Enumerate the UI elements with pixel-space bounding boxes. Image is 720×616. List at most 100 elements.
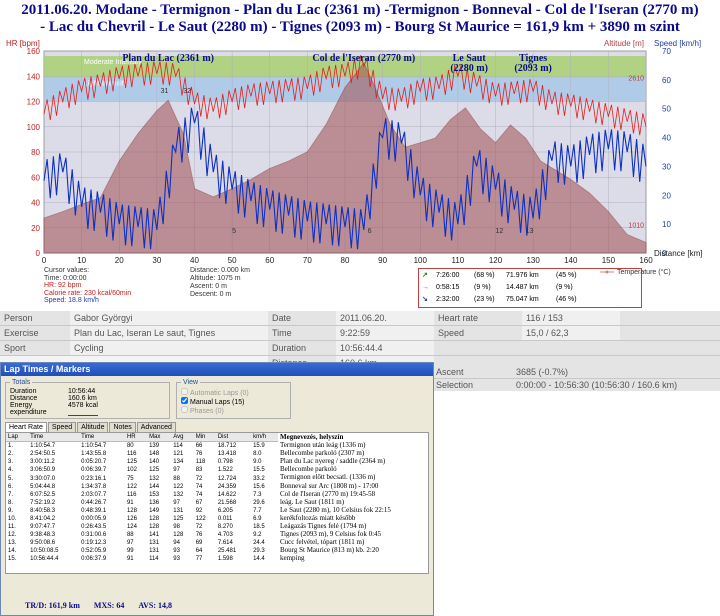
table-row[interactable]: 14. 10:50:08.5 0:52:05.9 99 131 93 64 25.481 29.… — [6, 547, 278, 555]
zone-label: Light Intensity — [84, 81, 128, 88]
laps-column-header[interactable]: Time — [28, 433, 80, 443]
table-cell: 91 — [126, 499, 134, 506]
laps-column-header[interactable]: Dist — [215, 433, 252, 443]
table-row[interactable]: 6. 5:04:44.8 1:34:37.8 122 144 122 74 24.359 15.… — [6, 483, 278, 491]
totals-legend: Totals — [12, 379, 31, 386]
lap-marker-label: 12 — [496, 228, 504, 235]
lap-note: Leágazás Tignes felé (1794 m) — [280, 522, 367, 531]
table-cell: 2:03:07.7 — [81, 491, 107, 498]
table-cell: 14.4 — [253, 556, 265, 563]
laps-column-header[interactable]: Min — [193, 433, 216, 443]
y-right-tick-label: 0 — [662, 249, 667, 258]
peak-label: (2093 m) — [514, 63, 552, 74]
lap-marker-label: 31 — [161, 88, 169, 95]
laps-table: Lap Time Time HR Max Avg Min Dist km/h 1. 1:10:54… — [6, 433, 278, 564]
table-row[interactable]: 5. 3:30:07.0 0:23:16.1 75 132 88 72 12.724 33.2 — [6, 474, 278, 482]
tab-altitude[interactable]: Altitude — [77, 422, 109, 432]
totals-duration-label: Duration — [10, 388, 37, 395]
table-cell: 116 — [126, 451, 137, 458]
laps-column-header[interactable]: Max — [147, 433, 172, 443]
table-cell: 18.712 — [217, 443, 237, 450]
automatic-laps-label: Automatic Laps (0) — [190, 390, 249, 397]
y-left-tick-label: 20 — [31, 224, 40, 233]
laps-column-header[interactable]: Lap — [6, 433, 29, 443]
table-cell: 1.598 — [217, 556, 233, 563]
cursor-time: Time: 0:00:00 — [44, 274, 87, 282]
table-cell: 0:00:05.9 — [81, 515, 107, 522]
table-cell: 10:56:44.4 — [30, 556, 59, 563]
summary-table: Person Gabor Györgyi Date 2011.06.20. He… — [0, 311, 720, 371]
tab-notes[interactable]: Notes — [109, 422, 136, 432]
peak-label: Le Saut — [453, 53, 487, 64]
x-tick-label: 20 — [115, 256, 124, 265]
tab-heart-rate[interactable]: Heart Rate — [5, 422, 47, 432]
table-cell: 94 — [173, 540, 180, 547]
table-cell: 102 — [126, 467, 137, 474]
slope-pct: (23 %) — [474, 295, 495, 303]
lap-marker-label: 13 — [526, 228, 534, 235]
table-cell: 21.568 — [217, 499, 237, 506]
table-row[interactable]: 9. 8:40:58.3 0:48:39.1 128 149 131 92 6.205 7.7 — [6, 507, 278, 515]
table-row[interactable]: 10. 8:41:04.2 0:00:05.9 126 128 125 122 0.011 6.… — [6, 515, 278, 523]
lap-marker-label: 5 — [232, 228, 236, 235]
table-row[interactable]: 15. 10:56:44.4 0:06:37.9 91 114 93 77 1.598 14.4 — [6, 555, 278, 563]
slope-time: 2:32:00 — [436, 295, 460, 303]
table-cell: 69 — [195, 540, 203, 547]
table-row[interactable]: 7. 6:07:52.5 2:03:07.7 116 153 132 74 14.622 7.3 — [6, 491, 278, 499]
laps-column-header[interactable]: km/h — [251, 433, 278, 443]
hr-value: 116 / 153 — [522, 311, 620, 326]
tab-speed[interactable]: Speed — [47, 422, 77, 432]
summary-row-person: Person Gabor Györgyi Date 2011.06.20. He… — [0, 311, 720, 326]
x-tick-label: 80 — [341, 256, 350, 265]
exercise-chart[interactable]: Moderate Intensity Light Intensity 0 20 40 60… — [0, 37, 720, 267]
ascent-selection: Ascent 3685 (-0.7%) Selection 0:00:00 - … — [432, 367, 720, 391]
table-cell: 8. — [8, 499, 14, 506]
manual-laps-checkbox[interactable] — [181, 397, 188, 404]
table-cell: 93 — [173, 548, 180, 555]
slope-arrow-icon: → — [422, 283, 429, 291]
phases-checkbox[interactable] — [181, 406, 188, 413]
table-cell: 118 — [195, 459, 206, 466]
table-cell: 15.5 — [253, 467, 265, 474]
y-left-tick-label: 100 — [27, 123, 41, 132]
lap-note: kerékfoltozás miatt később — [280, 513, 356, 522]
speed-value: 15,0 / 62,3 — [522, 325, 620, 341]
x-tick-label: 50 — [228, 256, 237, 265]
table-cell: 72 — [195, 524, 203, 531]
table-cell: 0:48:39.1 — [81, 507, 107, 514]
tab-advanced[interactable]: Advanced — [136, 422, 176, 432]
table-row[interactable]: 4. 3:06:50.9 0:06:39.7 102 125 97 83 1.522 15.5 — [6, 466, 278, 474]
cursor-values: Cursor values: Time: 0:00:00 HR: 92 bpm … — [44, 267, 131, 305]
hr-label: Heart rate — [434, 311, 522, 326]
laps-column-header[interactable]: Avg — [171, 433, 194, 443]
table-row[interactable]: 8. 7:52:19.2 0:44:26.7 91 136 97 67 21.568 29.6 — [6, 499, 278, 507]
time-label: Time — [268, 325, 336, 341]
table-row[interactable]: 2. 2:54:50.5 1:43:55.8 116 148 121 76 13.418 8.0 — [6, 450, 278, 458]
x-tick-label: 140 — [564, 256, 578, 265]
laps-column-header[interactable]: Time — [79, 433, 125, 443]
automatic-laps-checkbox[interactable] — [181, 388, 188, 395]
table-row[interactable]: 13. 9:50:08.6 0:19:12.3 97 131 94 69 7.614 24.4 — [6, 539, 278, 547]
table-row[interactable]: 3. 3:00:11.2 0:05:20.7 125 140 134 118 0.798 9.0 — [6, 458, 278, 466]
table-cell: 3:06:50.9 — [30, 467, 56, 474]
table-cell: 125 — [173, 515, 184, 522]
table-row[interactable]: 12. 9:38:48.3 0:31:00.6 88 141 128 76 4.703 9.2 — [6, 531, 278, 539]
laps-column-header[interactable]: HR — [124, 433, 148, 443]
y-left-tick-label: 80 — [31, 148, 40, 157]
x-tick-label: 70 — [303, 256, 312, 265]
table-cell: 7. — [8, 491, 14, 498]
table-cell: 128 — [149, 515, 160, 522]
cursor-speed: Speed: 18.8 km/h — [44, 297, 99, 304]
table-cell: 139 — [149, 443, 160, 450]
table-cell: 93 — [173, 556, 180, 563]
table-cell: 15.6 — [253, 483, 265, 490]
table-row[interactable]: 1. 1:10:54.7 1:10:54.7 80 139 114 66 18.712 15.9 — [6, 442, 278, 451]
table-row[interactable]: 11. 9:07:47.7 0:26:43.5 124 128 98 72 8.270 18.5 — [6, 523, 278, 531]
x-tick-label: 110 — [451, 256, 464, 265]
peak-label: (2280 m) — [450, 63, 488, 74]
table-cell: 1:10:54.7 — [81, 443, 107, 450]
table-cell: 75 — [126, 475, 134, 482]
table-cell: 0:31:00.6 — [81, 532, 107, 539]
table-cell: 114 — [173, 443, 183, 450]
